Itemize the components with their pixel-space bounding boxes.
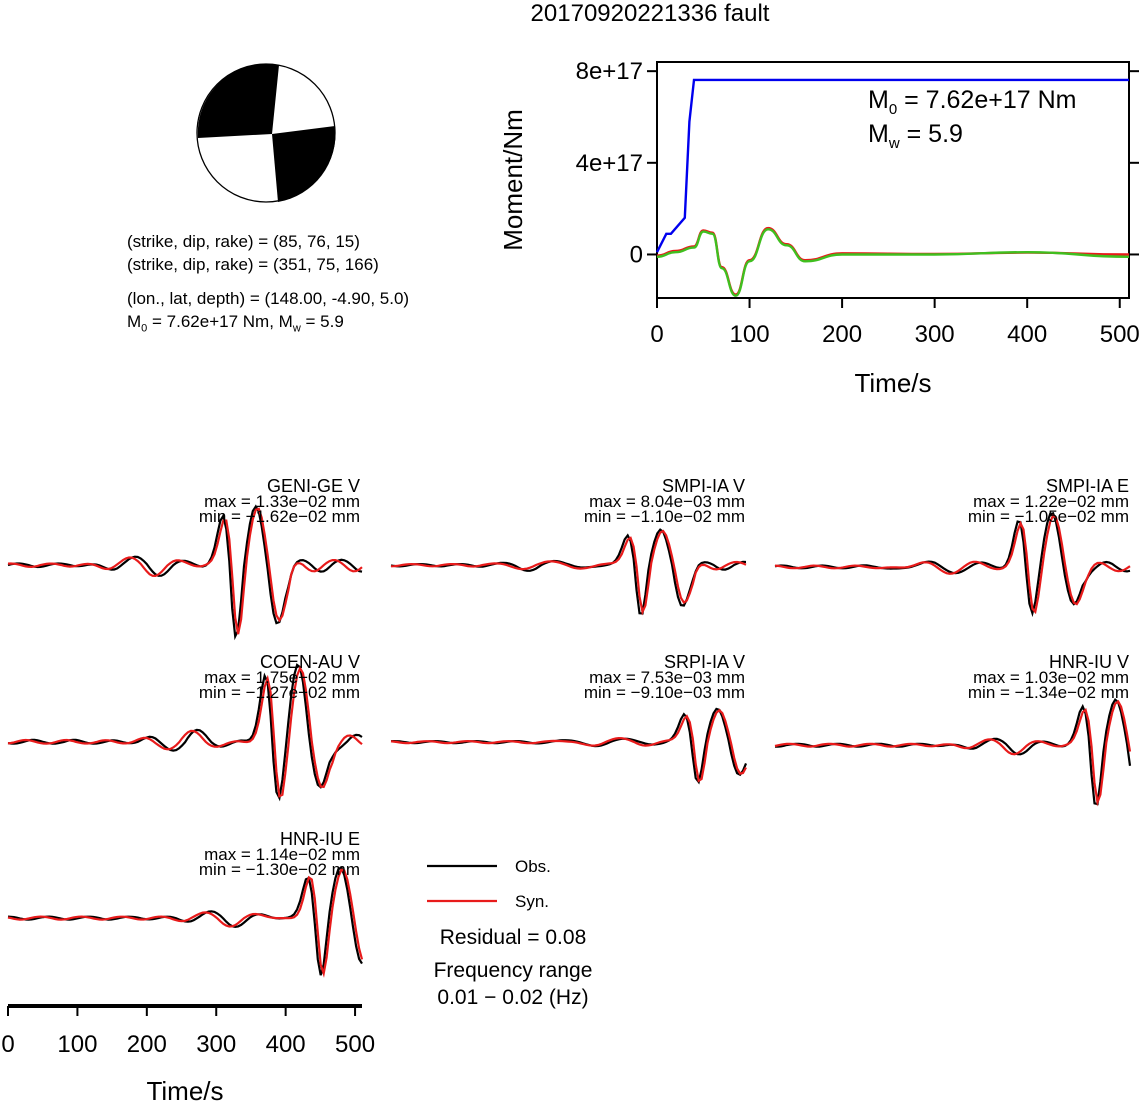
synthetic-waveform bbox=[774, 513, 1131, 615]
moment-ytick-label-1: 4e+17 bbox=[576, 150, 643, 177]
moment-series-1 bbox=[656, 228, 1130, 297]
observed-waveform bbox=[390, 528, 747, 615]
m0-text-large: = 7.62e+17 Nm bbox=[897, 86, 1077, 114]
frequency-range-label: Frequency range bbox=[433, 959, 593, 982]
station-min: min = −1.05e−02 mm bbox=[967, 507, 1129, 526]
moment-series-2 bbox=[656, 226, 1130, 296]
moment-ytick-label-0: 0 bbox=[630, 241, 643, 268]
station-name: SMPI-IA V bbox=[661, 476, 745, 496]
station-max: max = 7.53e−03 mm bbox=[589, 668, 745, 687]
waveform-panel-5 bbox=[774, 697, 1132, 807]
moment-xtick-label-5: 500 bbox=[1100, 321, 1140, 348]
moment-ylabel: Moment/Nm bbox=[498, 109, 528, 251]
m0-prefix: M bbox=[127, 312, 142, 331]
observed-waveform bbox=[774, 697, 1132, 806]
figure-title: 20170920221336 fault bbox=[530, 0, 770, 27]
station-min: min = −1.62e−02 mm bbox=[198, 507, 360, 526]
station-label-5: HNR-IU V max = 1.03e−02 mm min = −1.34e−… bbox=[967, 652, 1129, 702]
waveform-panel-2 bbox=[774, 512, 1131, 618]
moment-xlabel: Time/s bbox=[854, 368, 931, 398]
waveform-panel-4 bbox=[390, 707, 748, 785]
location-depth: (lon., lat, depth) = (148.00, -4.90, 5.0… bbox=[127, 289, 410, 308]
moment-magnitude-line: M0 = 7.62e+17 Nm, Mw = 5.9 bbox=[127, 311, 344, 339]
observed-waveform bbox=[7, 504, 363, 641]
moment-xtick-label-3: 300 bbox=[915, 321, 955, 348]
station-label-2: SMPI-IA E max = 1.22e−02 mm min = −1.05e… bbox=[967, 476, 1129, 526]
waveform-xtick-label-2: 200 bbox=[127, 1031, 167, 1058]
synthetic-waveform bbox=[7, 507, 363, 635]
waveform-xtick-label-0: 0 bbox=[1, 1031, 14, 1058]
waveform-xlabel: Time/s bbox=[146, 1076, 223, 1104]
residual-label: Residual = 0.08 bbox=[439, 926, 587, 949]
strike-dip-rake-2: (strike, dip, rake) = (351, 75, 166) bbox=[127, 255, 379, 274]
m0-text: = 7.62e+17 Nm, M bbox=[147, 312, 293, 331]
station-max: max = 1.75e−02 mm bbox=[204, 668, 360, 687]
synthetic-waveform bbox=[7, 665, 363, 798]
station-max: max = 1.14e−02 mm bbox=[204, 845, 360, 864]
moment-series-0 bbox=[655, 78, 1129, 253]
waveform-panel-6 bbox=[7, 866, 364, 978]
moment-xtick-label-0: 0 bbox=[650, 321, 663, 348]
station-min: min = −1.10e−02 mm bbox=[583, 507, 745, 526]
focal-mechanism-beachball bbox=[196, 63, 336, 203]
station-min: min = −1.27e−02 mm bbox=[198, 683, 360, 702]
waveform-panel-0 bbox=[7, 504, 363, 641]
moment-plot-frame bbox=[656, 61, 1130, 299]
compressional-quadrant-nw bbox=[197, 63, 279, 138]
synthetic-waveform bbox=[774, 699, 1132, 807]
observed-waveform bbox=[774, 512, 1131, 618]
station-max: max = 1.33e−02 mm bbox=[204, 492, 360, 511]
moment-annotation-mw: Mw = 5.9 bbox=[868, 120, 963, 152]
station-name: COEN-AU V bbox=[259, 652, 360, 672]
waveform-xtick-label-3: 300 bbox=[196, 1031, 236, 1058]
moment-ytick-label-2: 8e+17 bbox=[576, 58, 643, 85]
mw-prefix-large: M bbox=[868, 120, 889, 148]
mw-sub-large: w bbox=[888, 135, 900, 152]
mw-text-large: = 5.9 bbox=[899, 120, 963, 148]
station-label-6: HNR-IU E max = 1.14e−02 mm min = −1.30e−… bbox=[198, 829, 360, 879]
station-min: min = −9.10e−03 mm bbox=[583, 683, 745, 702]
synthetic-waveform bbox=[390, 529, 747, 616]
synthetic-waveform bbox=[7, 868, 364, 978]
synthetic-waveform bbox=[390, 708, 747, 783]
legend-syn-label: Syn. bbox=[515, 892, 550, 911]
waveform-xtick-label-4: 400 bbox=[266, 1031, 306, 1058]
moment-xtick-label-1: 100 bbox=[730, 321, 770, 348]
legend-obs-label: Obs. bbox=[515, 857, 551, 876]
m0-prefix-large: M bbox=[868, 86, 889, 114]
station-label-3: COEN-AU V max = 1.75e−02 mm min = −1.27e… bbox=[198, 652, 360, 702]
waveform-xtick-label-1: 100 bbox=[57, 1031, 97, 1058]
station-max: max = 8.04e−03 mm bbox=[589, 492, 745, 511]
compressional-quadrant-se bbox=[272, 126, 336, 202]
moment-xtick-label-2: 200 bbox=[822, 321, 862, 348]
moment-xtick-label-4: 400 bbox=[1007, 321, 1047, 348]
waveform-panel-3 bbox=[7, 663, 363, 802]
station-name: GENI-GE V bbox=[266, 476, 360, 496]
m0-sub-large: 0 bbox=[888, 101, 898, 118]
station-name: SMPI-IA E bbox=[1045, 476, 1129, 496]
station-name: HNR-IU V bbox=[1049, 652, 1129, 672]
station-label-4: SRPI-IA V max = 7.53e−03 mm min = −9.10e… bbox=[583, 652, 745, 702]
station-min: min = −1.30e−02 mm bbox=[198, 860, 360, 879]
station-name: SRPI-IA V bbox=[663, 652, 745, 672]
station-max: max = 1.03e−02 mm bbox=[973, 668, 1129, 687]
mw-text: = 5.9 bbox=[300, 312, 344, 331]
frequency-range-value: 0.01 − 0.02 (Hz) bbox=[437, 986, 589, 1009]
waveform-panel-1 bbox=[390, 528, 747, 616]
m0-sub: 0 bbox=[141, 322, 148, 335]
mw-sub: w bbox=[292, 322, 301, 335]
station-label-1: SMPI-IA V max = 8.04e−03 mm min = −1.10e… bbox=[583, 476, 745, 526]
station-max: max = 1.22e−02 mm bbox=[973, 492, 1129, 511]
moment-annotation-m0: M0 = 7.62e+17 Nm bbox=[868, 86, 1076, 118]
waveform-xtick-label-5: 500 bbox=[335, 1031, 375, 1058]
beachball-outline bbox=[196, 63, 336, 203]
station-min: min = −1.34e−02 mm bbox=[967, 683, 1129, 702]
station-label-0: GENI-GE V max = 1.33e−02 mm min = −1.62e… bbox=[198, 476, 360, 526]
station-name: HNR-IU E bbox=[280, 829, 360, 849]
strike-dip-rake-1: (strike, dip, rake) = (85, 76, 15) bbox=[127, 232, 360, 251]
